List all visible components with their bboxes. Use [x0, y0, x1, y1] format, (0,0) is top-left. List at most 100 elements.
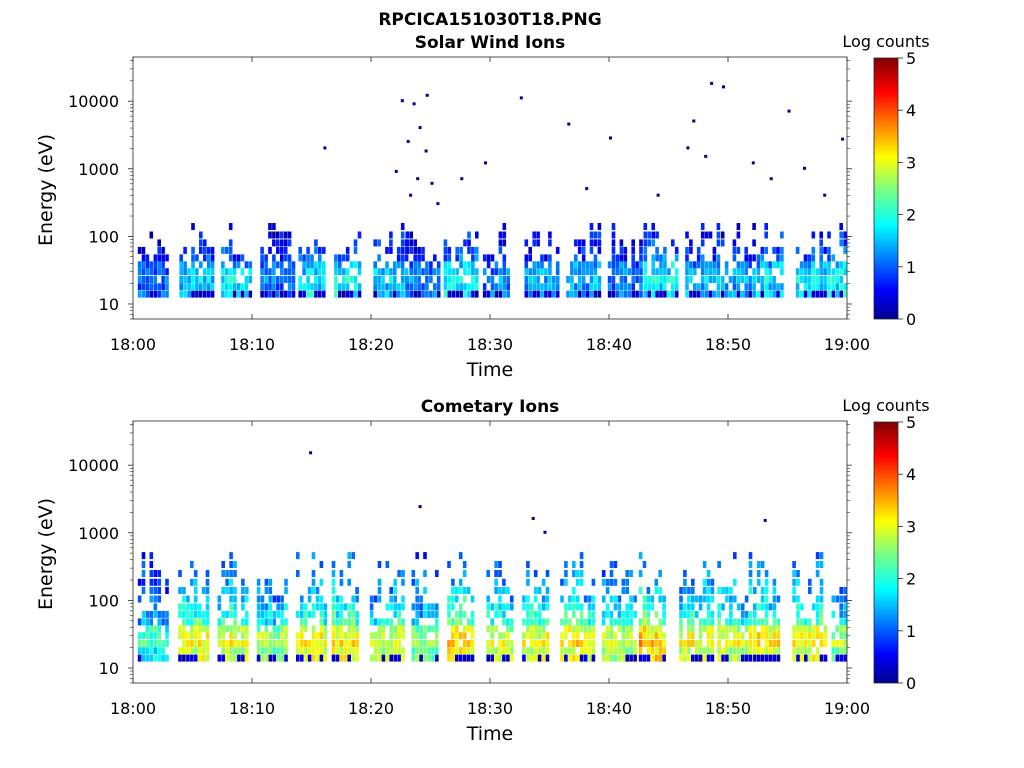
cometary-cell [748, 587, 753, 594]
cometary-cell [764, 632, 769, 640]
cometary-cell [145, 625, 150, 633]
solar-wind-point [436, 202, 440, 206]
solar-wind-cell [655, 276, 659, 283]
cometary-cell [190, 647, 194, 655]
cometary-cell [149, 654, 154, 662]
cometary-cell [149, 610, 154, 618]
solar-wind-cell [744, 268, 748, 276]
cometary-cell [583, 625, 588, 633]
cometary-cell [717, 561, 721, 568]
cometary-cell [351, 552, 355, 560]
cometary-cell [815, 654, 820, 662]
cometary-cell [823, 654, 828, 662]
cometary-plot-frame [132, 420, 848, 684]
solar-wind-cell [314, 268, 318, 276]
solar-wind-cell [475, 283, 479, 291]
cometary-cell [201, 654, 206, 662]
solar-wind-cell [310, 268, 314, 276]
solar-wind-point [425, 93, 429, 97]
solar-wind-cell [276, 231, 280, 239]
cometary-cell [311, 552, 316, 560]
solar-wind-cell [589, 246, 594, 254]
cometary-cell [447, 647, 451, 655]
cometary-cell [205, 654, 210, 662]
solar-wind-cell [704, 231, 709, 239]
cometary-cell [331, 625, 336, 633]
solar-wind-cell [593, 283, 598, 291]
cometary-cell [568, 618, 572, 626]
cometary-cell [776, 618, 781, 626]
cometary-cell [679, 618, 683, 626]
solar-wind-cell [581, 254, 586, 262]
cometary-cell [355, 610, 359, 618]
solar-wind-cell [756, 276, 761, 283]
solar-wind-cell [831, 268, 836, 276]
cometary-cell [241, 618, 245, 626]
cometary-cell [335, 603, 340, 611]
solar-wind-cell [141, 290, 146, 298]
cometary-cell [486, 603, 490, 611]
cometary-cell [221, 570, 225, 577]
cometary-cell [256, 632, 261, 640]
cometary-cell [733, 632, 737, 640]
solar-wind-cell [659, 268, 663, 276]
cometary-cell [687, 610, 691, 618]
solar-wind-cell [736, 290, 741, 298]
cometary-cell [654, 647, 659, 655]
cometary-cell [470, 647, 475, 655]
solar-wind-cell [413, 261, 417, 269]
cometary-cell [193, 625, 198, 633]
solar-wind-cell [471, 276, 475, 283]
solar-wind-cell [716, 261, 721, 269]
solar-wind-cell [831, 283, 836, 291]
cometary-cell [658, 640, 662, 647]
cometary-cell [369, 640, 374, 647]
cometary-cell [575, 640, 580, 647]
cometary-cell [835, 595, 840, 603]
cometary-cell [583, 632, 588, 640]
solar-wind-cell [471, 268, 475, 276]
solar-wind-cell [663, 246, 667, 254]
cometary-cell [260, 618, 265, 626]
cometary-cell [264, 610, 269, 618]
solar-wind-cell [502, 276, 507, 283]
solar-wind-cell [353, 290, 358, 298]
solar-wind-cell [716, 254, 721, 262]
solar-wind-cell [451, 268, 455, 276]
cometary-cell [217, 595, 222, 603]
solar-wind-title: Solar Wind Ions [415, 33, 566, 53]
solar-wind-cell [536, 261, 540, 269]
solar-wind-cell [183, 283, 187, 291]
cometary-cell [245, 632, 249, 640]
solar-wind-cell [409, 290, 413, 298]
solar-wind-cell [396, 283, 401, 291]
solar-wind-cell [199, 246, 203, 254]
solar-wind-cell [823, 290, 827, 298]
cometary-cell [411, 647, 416, 655]
solar-wind-cell [338, 254, 342, 262]
solar-wind-cell [716, 290, 721, 298]
cometary-cell [843, 595, 847, 603]
cometary-cell [161, 618, 165, 626]
cometary-cell [753, 610, 757, 618]
solar-wind-cell [463, 239, 467, 247]
cometary-cell [583, 595, 588, 603]
solar-wind-cell [581, 239, 586, 247]
cometary-cell [679, 603, 683, 611]
solar-wind-plot-area [133, 57, 847, 319]
solar-wind-cell [803, 290, 808, 298]
cometary-cell [502, 587, 506, 594]
cometary-cell [609, 654, 614, 662]
cometary-cell [796, 610, 800, 618]
solar-wind-cell [589, 276, 594, 283]
cometary-cell [369, 610, 374, 618]
solar-wind-cell [712, 276, 717, 283]
solar-wind-cell [635, 268, 639, 276]
cometary-cell [178, 654, 182, 662]
cometary-cell [744, 647, 749, 655]
solar-wind-cell [732, 268, 737, 276]
cometary-cell [389, 640, 393, 647]
solar-wind-cell [475, 268, 479, 276]
solar-wind-point [656, 193, 660, 197]
cometary-cell [748, 640, 753, 647]
